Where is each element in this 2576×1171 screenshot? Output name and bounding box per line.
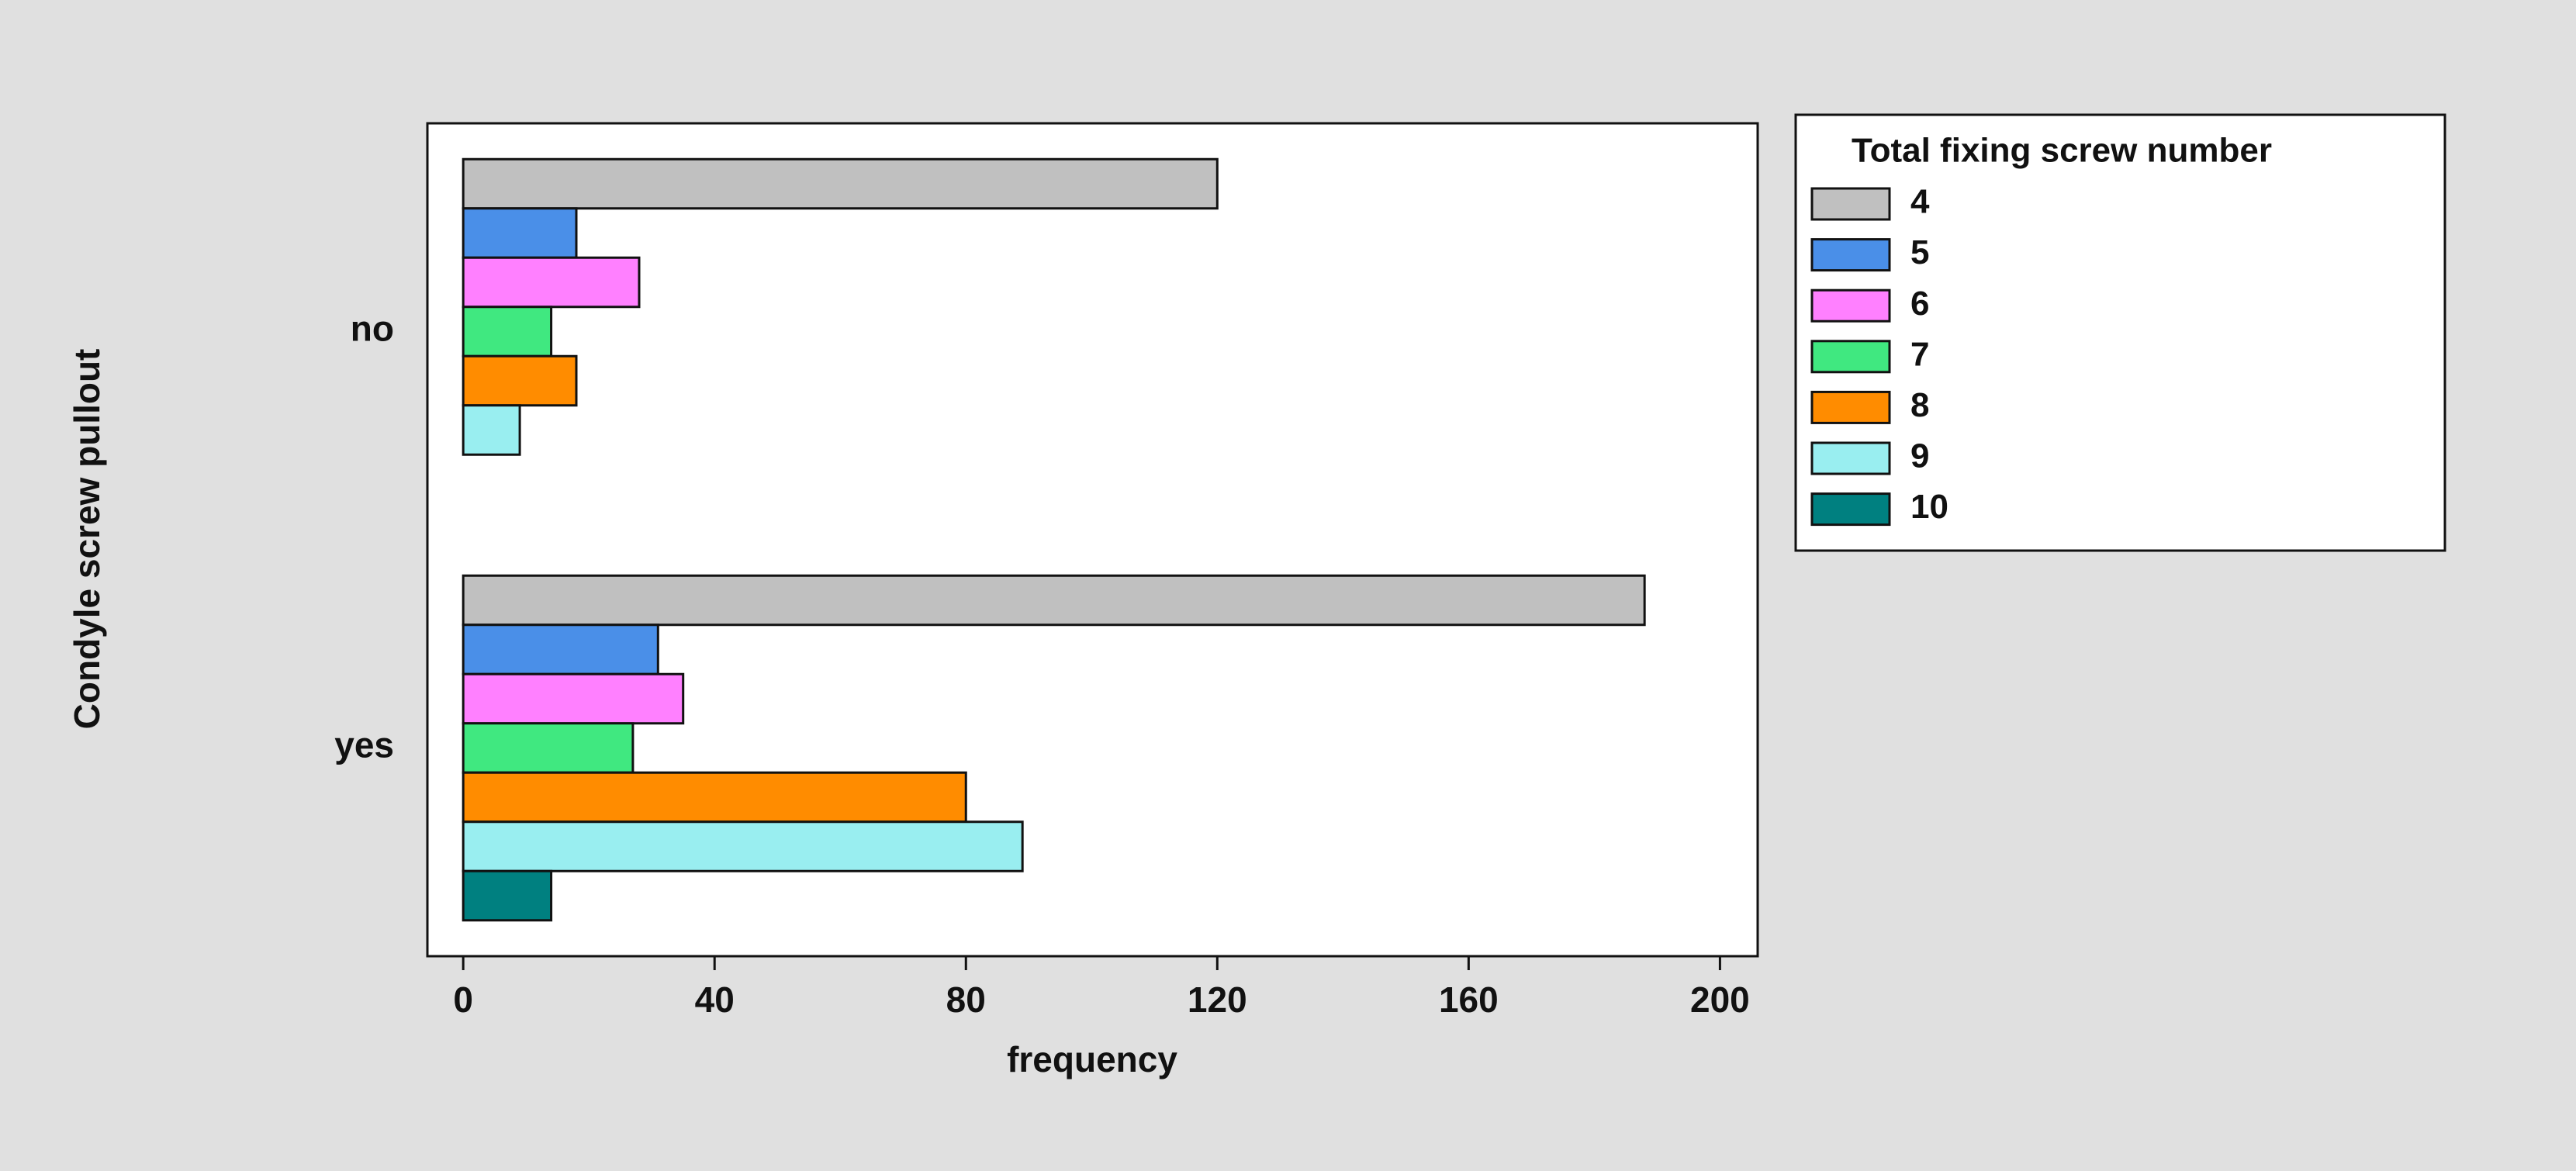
- bar: [462, 207, 578, 259]
- bar: [462, 404, 521, 456]
- x-tick-label: 80: [946, 979, 986, 1020]
- x-axis-label: frequency: [1007, 1039, 1177, 1079]
- legend-label: 5: [1910, 233, 1929, 271]
- legend-title: Total fixing screw number: [1852, 132, 2272, 170]
- legend-swatch: [1810, 340, 1891, 374]
- legend-label: 10: [1910, 488, 1948, 526]
- legend-label: 7: [1910, 335, 1929, 373]
- x-tick-label: 200: [1690, 979, 1750, 1020]
- legend-swatch: [1810, 187, 1891, 221]
- legend-swatch: [1810, 238, 1891, 272]
- x-tick-label: 160: [1439, 979, 1499, 1020]
- y-tick-label: no: [351, 309, 394, 349]
- bar: [462, 722, 634, 774]
- legend-label: 4: [1910, 183, 1930, 221]
- bar: [462, 157, 1219, 210]
- bar: [462, 623, 659, 675]
- bar: [462, 820, 1024, 872]
- legend-label: 9: [1910, 437, 1929, 475]
- bar: [462, 869, 553, 922]
- legend-label: 6: [1910, 285, 1929, 323]
- bar: [462, 672, 685, 725]
- legend-swatch: [1810, 492, 1891, 527]
- y-axis-label: Condyle screw pullout: [67, 349, 107, 730]
- x-tick-label: 0: [453, 979, 473, 1020]
- bar: [462, 574, 1646, 627]
- legend-label: 8: [1910, 386, 1929, 424]
- bar: [462, 771, 967, 824]
- bar: [462, 256, 641, 309]
- bar: [462, 354, 578, 407]
- x-tick-label: 120: [1188, 979, 1247, 1020]
- x-tick-label: 40: [695, 979, 735, 1020]
- legend-box: [1794, 113, 2446, 552]
- y-tick-label: yes: [334, 725, 394, 765]
- legend-swatch: [1810, 288, 1891, 323]
- legend-swatch: [1810, 390, 1891, 424]
- legend-swatch: [1810, 441, 1891, 475]
- bar: [462, 306, 553, 358]
